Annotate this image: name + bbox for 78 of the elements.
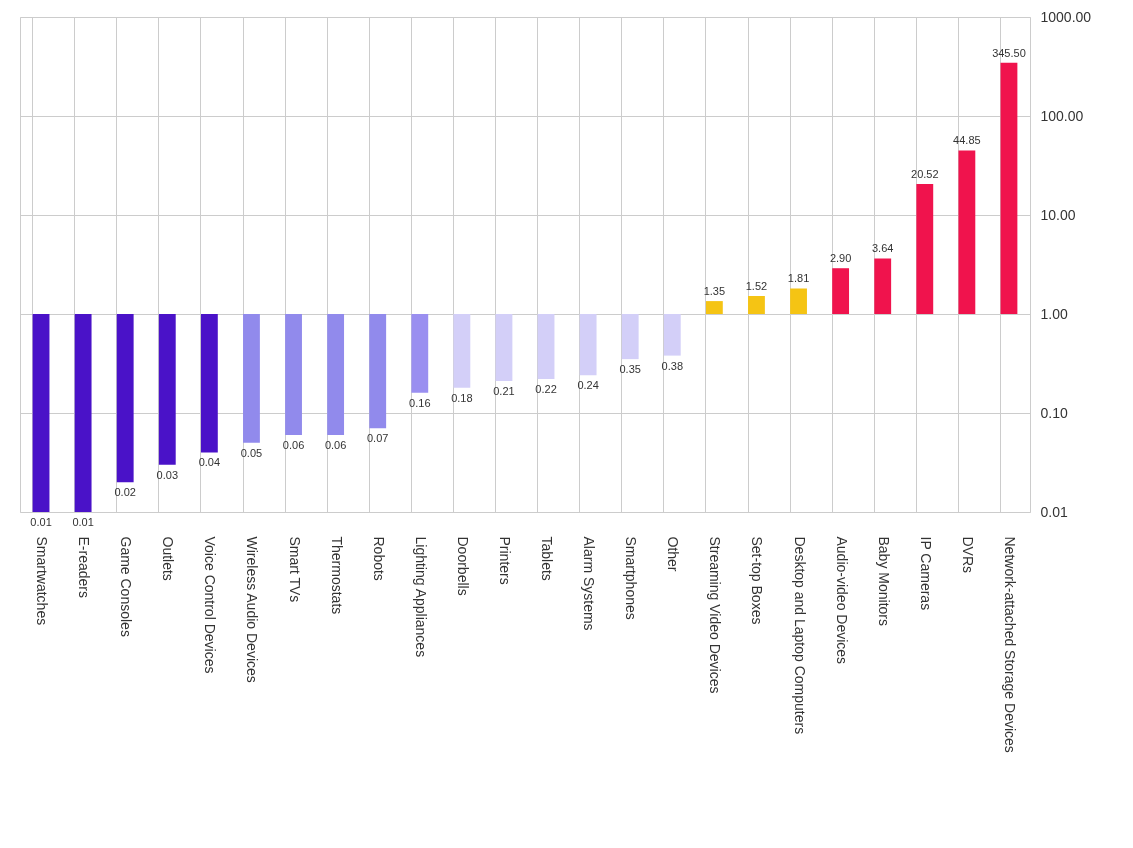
data-label: 1.35 <box>703 285 726 298</box>
bar <box>1000 62 1018 314</box>
bar <box>74 314 92 512</box>
data-label: 20.52 <box>911 168 939 181</box>
data-label: 0.16 <box>409 396 431 409</box>
data-label: 2.90 <box>829 252 852 265</box>
bar <box>663 314 681 356</box>
x-tick-label: Desktop and Laptop Computers <box>791 536 808 735</box>
bar <box>537 314 555 380</box>
bar <box>874 258 892 314</box>
x-tick-label: Wireless Audio Devices <box>244 536 261 683</box>
data-label: 0.06 <box>282 438 305 451</box>
data-label: 0.24 <box>577 379 599 392</box>
data-label: 345.50 <box>992 46 1026 59</box>
bar <box>327 314 345 435</box>
x-tick-label: Other <box>665 536 682 572</box>
bar <box>369 314 387 429</box>
data-label: 1.81 <box>787 272 810 285</box>
x-tick-label: E-readers <box>76 536 93 598</box>
bar <box>200 314 218 453</box>
data-label: 1.52 <box>745 280 768 292</box>
y-tick-label: 0.01 <box>1040 503 1068 520</box>
data-label: 0.07 <box>367 432 389 445</box>
x-tick-label: Lighting Appliances <box>412 536 429 658</box>
x-tick-label: IP Cameras <box>917 536 934 611</box>
bar <box>116 314 134 483</box>
x-tick-label: Set-top Boxes <box>749 536 766 625</box>
x-tick-label: Smartwatches <box>34 536 51 626</box>
x-tick-label: Outlets <box>160 536 177 581</box>
x-tick-label: Printers <box>496 536 513 585</box>
bar <box>579 314 597 376</box>
data-label: 0.18 <box>451 391 473 404</box>
x-tick-label: Smartphones <box>623 536 640 620</box>
x-tick-label: Doorbells <box>454 536 471 596</box>
x-tick-label: Alarm Systems <box>581 536 598 631</box>
x-tick-label: Tablets <box>539 536 556 581</box>
x-tick-label: Thermostats <box>328 536 345 615</box>
data-label: 0.38 <box>661 359 683 372</box>
bar <box>916 184 934 314</box>
data-label: 0.02 <box>114 486 136 499</box>
y-tick-label: 10.00 <box>1040 206 1076 223</box>
data-label: 0.06 <box>324 438 347 451</box>
bar <box>495 314 513 382</box>
data-label: 0.21 <box>493 385 515 398</box>
bar <box>832 268 850 314</box>
x-tick-label: Game Consoles <box>118 536 135 637</box>
data-label: 0.03 <box>156 468 178 481</box>
y-tick-label: 100.00 <box>1040 107 1084 124</box>
data-label: 44.85 <box>953 134 981 147</box>
bar <box>453 314 471 388</box>
data-label: 0.35 <box>619 363 641 376</box>
y-tick-label: 1000.00 <box>1040 8 1092 25</box>
x-tick-label: Voice Control Devices <box>202 536 219 674</box>
x-tick-label: Baby Monitors <box>875 536 892 626</box>
bar <box>285 314 302 435</box>
data-label: 0.04 <box>198 456 221 469</box>
x-tick-label: Streaming Video Devices <box>707 536 724 694</box>
x-tick-label: Audio-video Devices <box>833 536 850 665</box>
data-label: 0.22 <box>535 383 557 396</box>
data-label: 3.64 <box>872 242 894 255</box>
x-tick-label: Network-attached Storage Devices <box>1001 536 1018 753</box>
y-tick-label: 1.00 <box>1040 305 1068 322</box>
bar <box>411 314 429 393</box>
x-tick-label: DVRs <box>959 536 976 574</box>
x-tick-label: Robots <box>370 536 387 581</box>
data-label: 0.01 <box>72 516 94 528</box>
bar <box>243 314 260 443</box>
bar <box>32 314 50 512</box>
bar <box>958 150 976 314</box>
bar <box>705 301 723 314</box>
y-tick-label: 0.10 <box>1040 404 1068 421</box>
bar <box>748 296 765 314</box>
data-label: 0.05 <box>240 446 263 459</box>
bar <box>621 314 639 360</box>
bar <box>790 288 807 314</box>
data-label: 0.01 <box>30 516 52 528</box>
x-tick-label: Smart TVs <box>286 536 303 603</box>
bar <box>158 314 176 465</box>
